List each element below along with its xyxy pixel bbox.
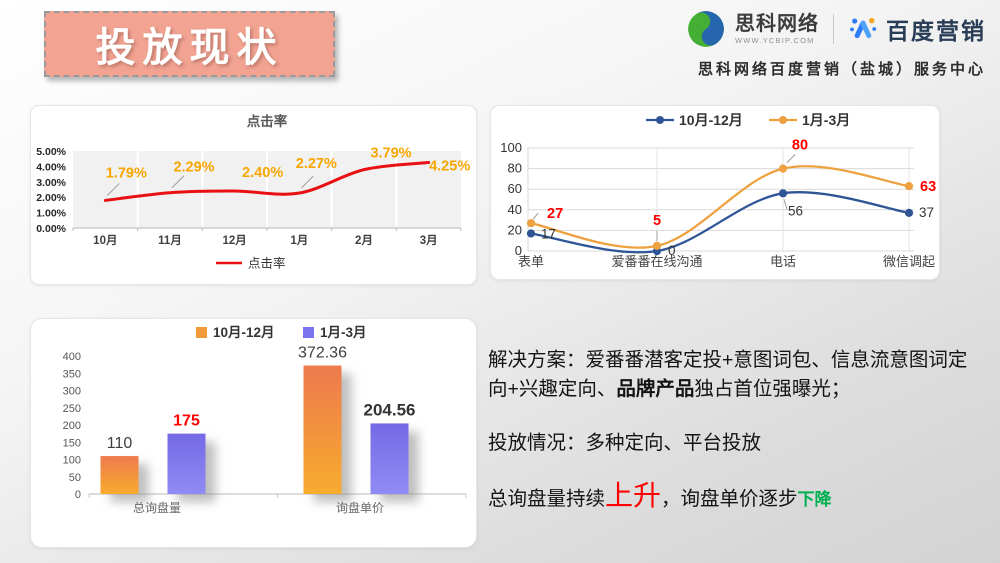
- svg-text:110: 110: [107, 435, 133, 452]
- header-brand: 思科网络 WWW.YCBIP.COM 百度营销 思科网络百度营销（盐城）服务中心: [685, 8, 986, 79]
- svg-text:4.25%: 4.25%: [429, 159, 470, 175]
- svg-text:63: 63: [920, 179, 936, 195]
- brand1-name: 思科网络: [735, 12, 819, 35]
- brand1-url: WWW.YCBIP.COM: [735, 35, 815, 45]
- slide-title-badge: 投放现状: [44, 11, 335, 77]
- solution-bold: 品牌产品: [616, 378, 695, 401]
- trend-line: 总询盘量持续 上升 ，询盘单价逐步 下降: [488, 479, 973, 511]
- svg-text:2.27%: 2.27%: [296, 156, 337, 172]
- svg-text:3月: 3月: [420, 234, 438, 247]
- svg-text:0: 0: [668, 243, 676, 258]
- svg-text:400: 400: [63, 351, 81, 363]
- svg-text:56: 56: [788, 203, 803, 218]
- ctr-line-chart: 点击率 5.00% 4.00% 3.00% 2.00% 1.00% 0.00% 1.79% 2.…: [36, 113, 470, 271]
- solution-suffix: 独占首位强曝光；: [694, 378, 851, 401]
- svg-text:2.29%: 2.29%: [173, 160, 214, 176]
- trend-up-word: 上升: [605, 479, 662, 511]
- svg-text:表单: 表单: [518, 254, 544, 269]
- trend-b: ，询盘单价逐步: [661, 487, 798, 510]
- green-blue-swirl-icon: [688, 11, 724, 47]
- svg-text:20: 20: [508, 222, 522, 237]
- svg-text:爱番番在线沟通: 爱番番在线沟通: [611, 254, 702, 269]
- svg-text:10月: 10月: [93, 234, 117, 247]
- svg-text:300: 300: [63, 386, 81, 398]
- svg-text:0.00%: 0.00%: [36, 223, 66, 235]
- inquiry-bar-chart: 400 350 300 250 200 150 100 50 0 110 372.36 175 204.…: [63, 325, 467, 515]
- solution-line: 解决方案：爱番番潜客定投+意图词包、信息流意图词定向+兴趣定向、品牌产品独占首位…: [488, 346, 973, 405]
- svg-text:1月-3月: 1月-3月: [802, 112, 850, 128]
- svg-text:1.79%: 1.79%: [106, 165, 147, 181]
- card-channels-chart: 100 80 60 40 20 0 17 0 56 37 27 5 80 63 表单 爱番番在线沟通 电话 微信调…: [490, 105, 940, 280]
- svg-text:电话: 电话: [770, 254, 796, 269]
- svg-text:200: 200: [63, 420, 81, 432]
- svg-text:5.00%: 5.00%: [36, 146, 66, 158]
- brand2-name: 百度营销: [886, 18, 986, 44]
- svg-text:4.00%: 4.00%: [36, 161, 66, 173]
- svg-text:350: 350: [63, 368, 81, 380]
- svg-text:2.40%: 2.40%: [242, 165, 283, 181]
- placement-line: 投放情况：多种定向、平台投放: [488, 431, 762, 454]
- brand1-text: 思科网络 WWW.YCBIP.COM: [735, 14, 819, 45]
- brand-divider: [833, 14, 834, 44]
- svg-text:10月-12月: 10月-12月: [679, 112, 743, 128]
- baidu-marketing-icon: [850, 17, 877, 39]
- svg-text:204.56: 204.56: [364, 400, 416, 419]
- card-inquiry-chart: 400 350 300 250 200 150 100 50 0 110 372.36 175 204.…: [30, 318, 477, 548]
- trend-down-word: 下降: [797, 489, 832, 509]
- svg-text:17: 17: [541, 226, 556, 241]
- trend-a: 总询盘量持续: [488, 487, 606, 510]
- svg-text:5: 5: [653, 213, 661, 229]
- svg-text:2月: 2月: [355, 234, 373, 247]
- svg-text:150: 150: [63, 437, 81, 449]
- svg-text:1月-3月: 1月-3月: [320, 325, 367, 340]
- svg-text:1月: 1月: [290, 234, 308, 247]
- brand-subtitle: 思科网络百度营销（盐城）服务中心: [697, 61, 986, 78]
- card-ctr-chart: 点击率 5.00% 4.00% 3.00% 2.00% 1.00% 0.00% 1.79% 2.…: [30, 105, 477, 285]
- svg-text:0: 0: [75, 489, 81, 501]
- svg-text:372.36: 372.36: [298, 345, 347, 362]
- svg-text:175: 175: [173, 413, 200, 430]
- svg-text:1.00%: 1.00%: [36, 208, 66, 220]
- svg-text:3.00%: 3.00%: [36, 177, 66, 189]
- svg-text:10月-12月: 10月-12月: [213, 325, 275, 340]
- svg-text:11月: 11月: [158, 234, 182, 247]
- brand-row: 思科网络 WWW.YCBIP.COM 百度营销: [685, 8, 986, 50]
- svg-text:80: 80: [792, 138, 808, 154]
- svg-text:37: 37: [919, 205, 934, 220]
- solution-prefix: 解决方案：爱番番潜客定投+意图词包、信息流意图词定向+兴趣定向、: [488, 349, 968, 401]
- svg-text:100: 100: [500, 140, 522, 155]
- svg-text:60: 60: [508, 181, 522, 196]
- slide-title: 投放现状: [95, 26, 284, 70]
- svg-text:250: 250: [63, 403, 81, 415]
- insights-text: 解决方案：爱番番潜客定投+意图词包、信息流意图词定向+兴趣定向、品牌产品独占首位…: [488, 346, 973, 511]
- svg-text:点击率: 点击率: [247, 113, 288, 129]
- svg-text:80: 80: [508, 161, 522, 176]
- svg-text:3.79%: 3.79%: [370, 146, 411, 162]
- svg-text:询盘单价: 询盘单价: [336, 500, 384, 515]
- svg-text:点击率: 点击率: [248, 256, 286, 271]
- svg-text:27: 27: [547, 206, 563, 222]
- svg-text:微信调起: 微信调起: [883, 254, 935, 269]
- svg-text:50: 50: [69, 472, 81, 484]
- svg-text:40: 40: [508, 202, 522, 217]
- svg-text:100: 100: [63, 455, 81, 467]
- svg-text:0: 0: [515, 243, 522, 258]
- svg-text:12月: 12月: [223, 234, 247, 247]
- svg-text:总询盘量: 总询盘量: [133, 500, 181, 515]
- svg-text:2.00%: 2.00%: [36, 192, 66, 204]
- channels-line-chart: 100 80 60 40 20 0 17 0 56 37 27 5 80 63 表单 爱番番在线沟通 电话 微信调…: [500, 112, 936, 269]
